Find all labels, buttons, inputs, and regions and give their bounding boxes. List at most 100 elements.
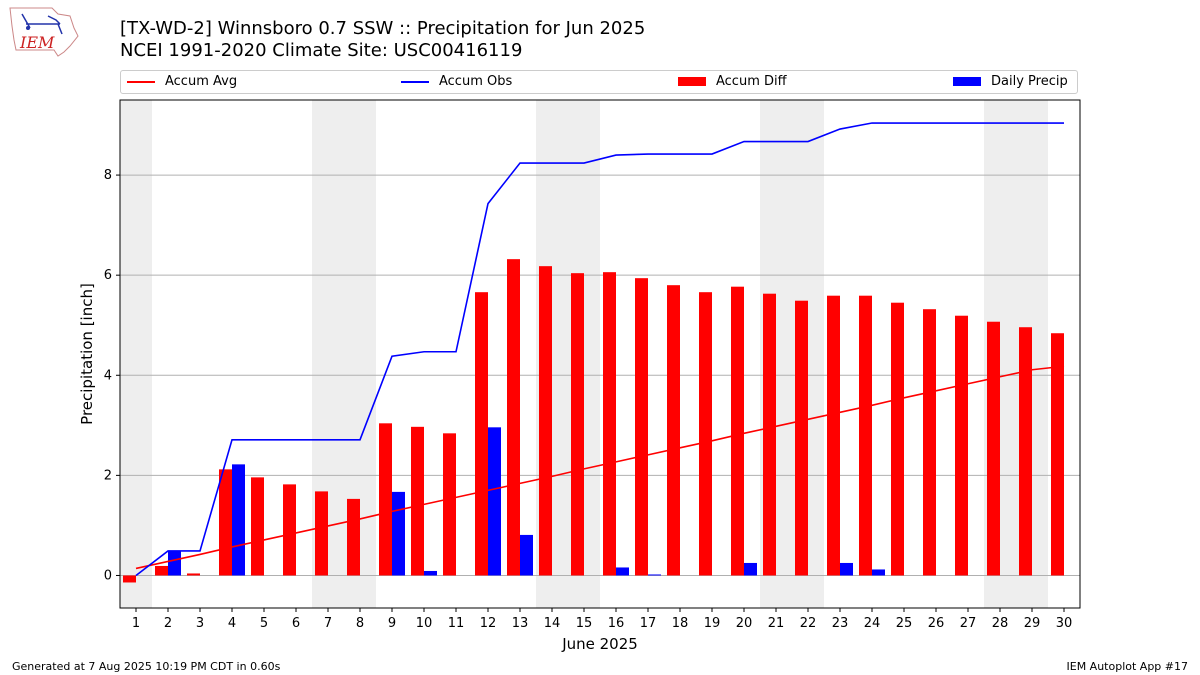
legend-label-accum-obs: Accum Obs bbox=[439, 74, 513, 89]
xtick-label-1: 1 bbox=[132, 616, 140, 631]
ytick-label-2: 2 bbox=[104, 468, 112, 483]
weekend-shade-1 bbox=[120, 100, 152, 608]
xtick-label-6: 6 bbox=[292, 616, 300, 631]
accum-diff-bar-day-18 bbox=[667, 285, 680, 576]
xtick-label-3: 3 bbox=[196, 616, 204, 631]
xtick-label-2: 2 bbox=[164, 616, 172, 631]
legend-label-accum-diff: Accum Diff bbox=[716, 74, 787, 89]
accum-avg-line bbox=[135, 365, 1065, 570]
legend-item-accum-diff: Accum Diff bbox=[678, 74, 787, 89]
legend-swatch-accum-obs bbox=[401, 80, 429, 83]
daily-precip-bar-day-24 bbox=[872, 569, 885, 576]
accum-diff-bar-day-6 bbox=[283, 484, 296, 576]
accum-diff-bar-day-2 bbox=[155, 565, 168, 576]
xtick-label-17: 17 bbox=[640, 616, 657, 631]
accum-diff-bar-day-8 bbox=[347, 498, 360, 576]
legend-swatch-accum-diff bbox=[678, 77, 706, 86]
accum-diff-bar-day-14 bbox=[539, 266, 552, 576]
xtick-label-21: 21 bbox=[768, 616, 785, 631]
xtick-label-15: 15 bbox=[576, 616, 593, 631]
accum-diff-bar-day-27 bbox=[955, 315, 968, 576]
title-line-1: [TX-WD-2] Winnsboro 0.7 SSW :: Precipita… bbox=[120, 18, 646, 39]
daily-precip-bar-day-4 bbox=[232, 464, 245, 576]
daily-precip-bar-day-23 bbox=[840, 562, 853, 576]
xtick-label-5: 5 bbox=[260, 616, 268, 631]
xtick-label-18: 18 bbox=[672, 616, 689, 631]
daily-precip-bar-day-17 bbox=[648, 574, 661, 576]
accum-diff-bar-day-23 bbox=[827, 295, 840, 576]
legend-swatch-accum-avg bbox=[127, 80, 155, 83]
accum-diff-bar-day-20 bbox=[731, 286, 744, 576]
ytick-label-6: 6 bbox=[104, 268, 112, 283]
accum-diff-bar-day-26 bbox=[923, 309, 936, 576]
svg-text:IEM: IEM bbox=[19, 33, 55, 52]
accum-diff-bar-day-30 bbox=[1051, 333, 1064, 576]
daily-precip-bar-day-2 bbox=[168, 550, 181, 576]
xtick-label-23: 23 bbox=[832, 616, 849, 631]
xtick-label-9: 9 bbox=[388, 616, 396, 631]
accum-obs-line bbox=[135, 122, 1064, 577]
title-line-2: NCEI 1991-2020 Climate Site: USC00416119 bbox=[120, 40, 523, 61]
legend-item-daily-precip: Daily Precip bbox=[953, 74, 1068, 89]
app-note: IEM Autoplot App #17 bbox=[1066, 660, 1189, 673]
legend-label-accum-avg: Accum Avg bbox=[165, 74, 238, 89]
daily-precip-bar-day-9 bbox=[392, 491, 405, 576]
xtick-label-20: 20 bbox=[736, 616, 753, 631]
xtick-label-11: 11 bbox=[448, 616, 465, 631]
accum-diff-bar-day-13 bbox=[507, 259, 520, 576]
daily-precip-bar-day-12 bbox=[488, 427, 501, 576]
xtick-label-12: 12 bbox=[480, 616, 497, 631]
y-axis-label: Precipitation [inch] bbox=[78, 283, 96, 425]
accum-diff-bar-day-24 bbox=[859, 295, 872, 576]
iem-logo: IEM bbox=[9, 7, 79, 57]
xtick-label-24: 24 bbox=[864, 616, 881, 631]
accum-diff-bar-day-25 bbox=[891, 302, 904, 576]
xtick-label-7: 7 bbox=[324, 616, 332, 631]
accum-diff-bar-day-9 bbox=[379, 423, 392, 576]
accum-diff-bar-day-10 bbox=[411, 426, 424, 576]
legend-item-accum-obs: Accum Obs bbox=[401, 74, 512, 89]
xtick-label-4: 4 bbox=[228, 616, 236, 631]
xtick-label-28: 28 bbox=[992, 616, 1009, 631]
accum-diff-bar-day-5 bbox=[251, 477, 264, 576]
xtick-label-8: 8 bbox=[356, 616, 364, 631]
xtick-label-19: 19 bbox=[704, 616, 721, 631]
accum-diff-bar-day-22 bbox=[795, 300, 808, 576]
daily-precip-bar-day-16 bbox=[616, 567, 629, 576]
xtick-label-14: 14 bbox=[544, 616, 561, 631]
accum-diff-bar-day-4 bbox=[219, 469, 232, 576]
chart-title: [TX-WD-2] Winnsboro 0.7 SSW :: Precipita… bbox=[120, 18, 645, 62]
accum-diff-bar-day-16 bbox=[603, 272, 616, 576]
xtick-label-16: 16 bbox=[608, 616, 625, 631]
accum-diff-bar-day-11 bbox=[443, 433, 456, 576]
accum-diff-bar-day-17 bbox=[635, 278, 648, 576]
accum-diff-bar-day-28 bbox=[987, 321, 1000, 576]
xtick-label-30: 30 bbox=[1056, 616, 1073, 631]
xtick-label-29: 29 bbox=[1024, 616, 1041, 631]
generated-note: Generated at 7 Aug 2025 10:19 PM CDT in … bbox=[12, 660, 281, 673]
ytick-label-0: 0 bbox=[104, 568, 112, 583]
accum-diff-bar-day-12 bbox=[475, 292, 488, 576]
accum-diff-bar-day-15 bbox=[571, 273, 584, 576]
xtick-label-26: 26 bbox=[928, 616, 945, 631]
xtick-label-22: 22 bbox=[800, 616, 817, 631]
xtick-label-10: 10 bbox=[416, 616, 433, 631]
xtick-label-13: 13 bbox=[512, 616, 529, 631]
daily-precip-bar-day-10 bbox=[424, 570, 437, 576]
xtick-label-25: 25 bbox=[896, 616, 913, 631]
ytick-label-4: 4 bbox=[104, 368, 112, 383]
daily-precip-bar-day-20 bbox=[744, 562, 757, 576]
legend-item-accum-avg: Accum Avg bbox=[127, 74, 237, 89]
ytick-label-8: 8 bbox=[104, 168, 112, 183]
accum-diff-bar-day-21 bbox=[763, 293, 776, 576]
accum-diff-bar-day-29 bbox=[1019, 327, 1032, 576]
legend: Accum Avg Accum Obs Accum Diff Daily Pre… bbox=[120, 70, 1078, 94]
xtick-label-27: 27 bbox=[960, 616, 977, 631]
accum-diff-bar-day-1 bbox=[123, 575, 136, 583]
accum-diff-bar-day-7 bbox=[315, 491, 328, 576]
daily-precip-bar-day-13 bbox=[520, 534, 533, 576]
accum-diff-bar-day-3 bbox=[187, 573, 200, 576]
accum-diff-bar-day-19 bbox=[699, 292, 712, 576]
legend-label-daily-precip: Daily Precip bbox=[991, 74, 1068, 89]
